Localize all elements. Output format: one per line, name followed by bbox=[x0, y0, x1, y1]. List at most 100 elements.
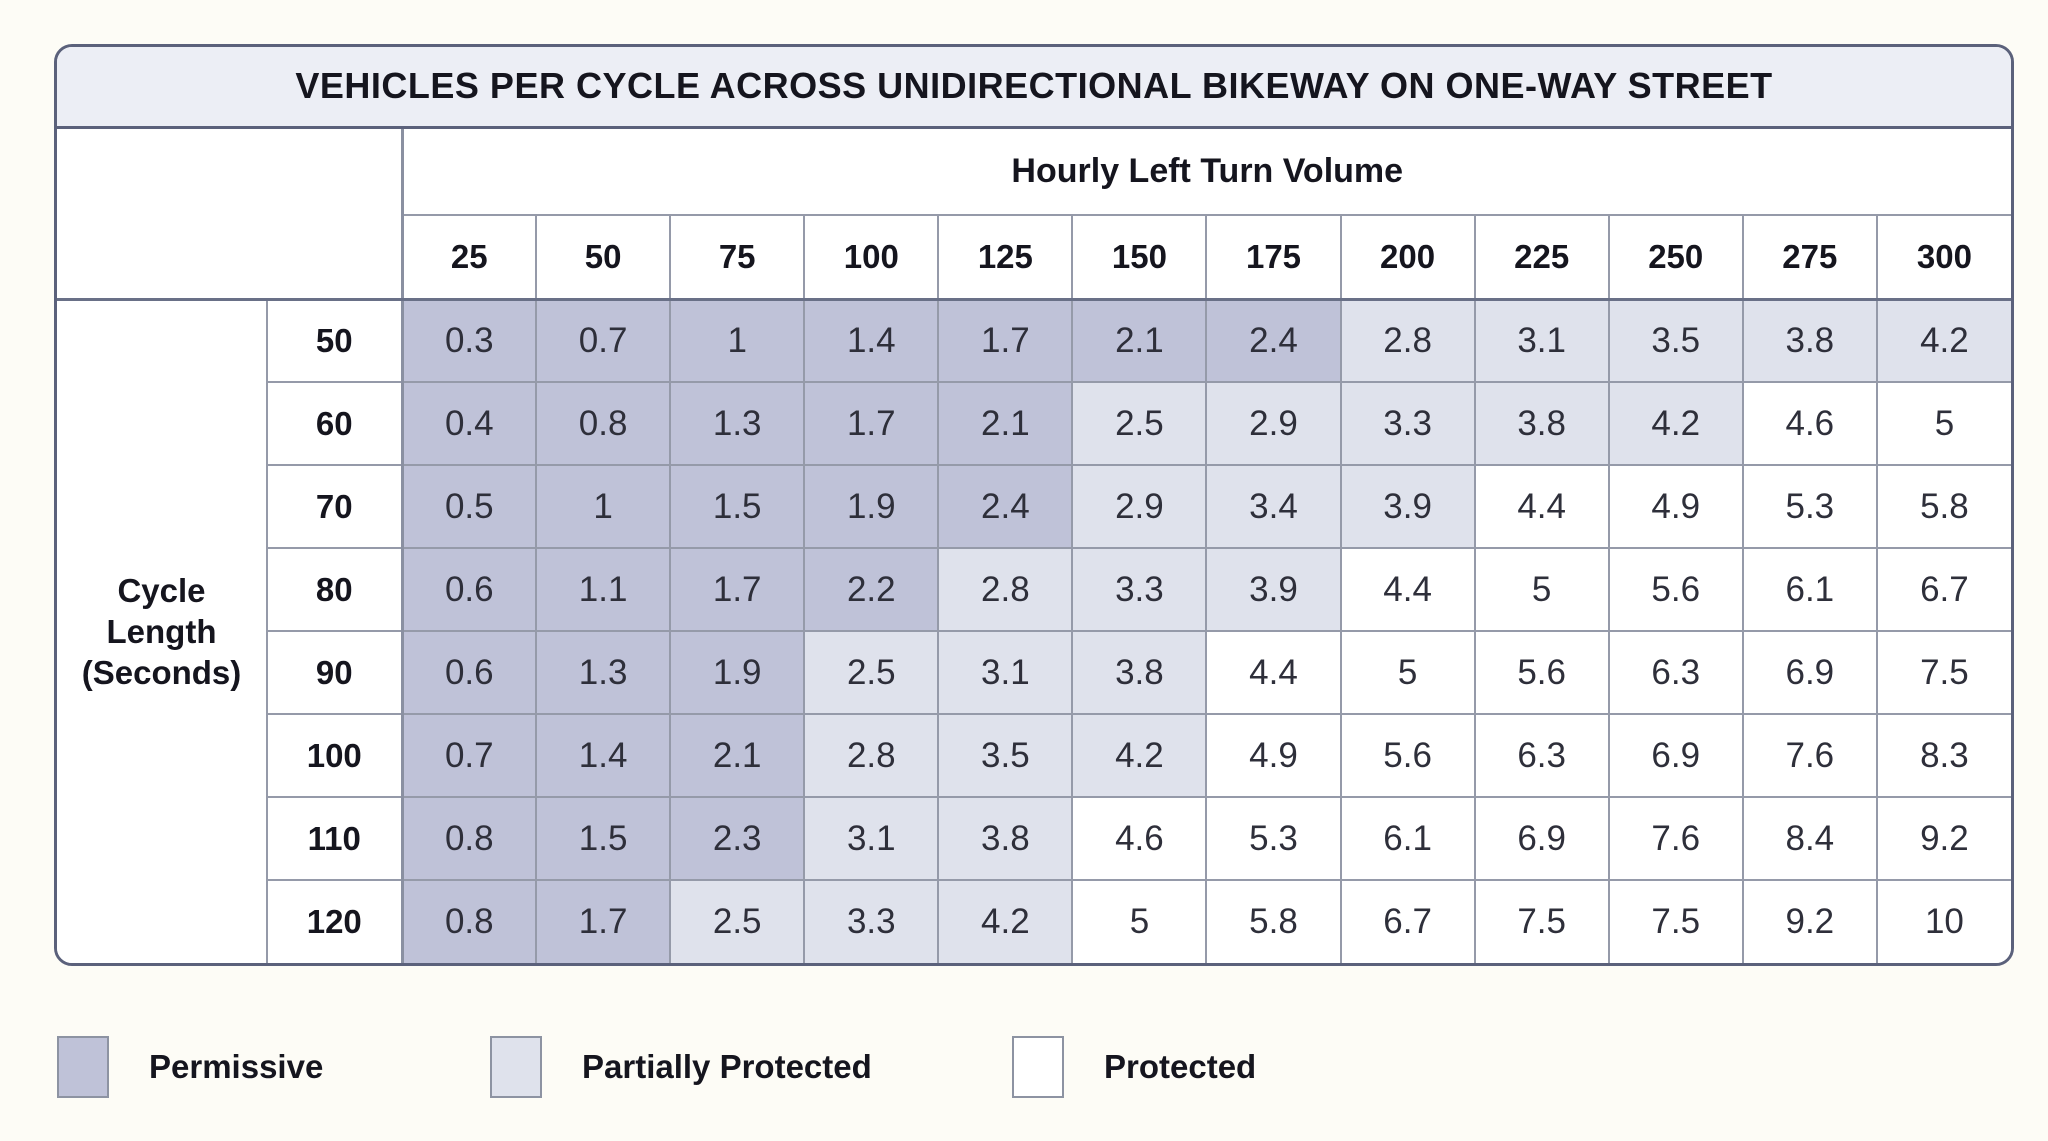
data-cell: 2.4 bbox=[937, 464, 1074, 549]
data-cell: 3.3 bbox=[803, 879, 940, 963]
row-header-80: 80 bbox=[267, 547, 403, 632]
data-cell: 1.4 bbox=[803, 298, 940, 383]
data-cell: 0.7 bbox=[400, 713, 538, 798]
data-cell: 10 bbox=[1875, 879, 2011, 963]
data-cell: 2.5 bbox=[1071, 381, 1208, 466]
data-cell: 7.5 bbox=[1875, 630, 2011, 715]
row-header-120: 120 bbox=[267, 879, 403, 963]
column-header-25: 25 bbox=[402, 214, 538, 301]
data-cell: 6.9 bbox=[1607, 713, 1744, 798]
data-cell: 2.3 bbox=[669, 796, 806, 881]
legend-item-partially-protected: Partially Protected bbox=[490, 1022, 872, 1112]
data-cell: 0.6 bbox=[400, 547, 538, 632]
corner-cell bbox=[57, 127, 404, 301]
data-cell: 1.9 bbox=[803, 464, 940, 549]
data-cell: 4.2 bbox=[1607, 381, 1744, 466]
data-cell: 3.8 bbox=[1473, 381, 1610, 466]
data-table: VEHICLES PER CYCLE ACROSS UNIDIRECTIONAL… bbox=[57, 47, 2011, 963]
data-cell: 2.5 bbox=[669, 879, 806, 963]
data-cell: 1.5 bbox=[669, 464, 806, 549]
data-cell: 3.5 bbox=[1607, 298, 1744, 383]
column-header-225: 225 bbox=[1473, 214, 1610, 301]
table-row: 100 0.7 1.4 2.1 2.8 3.5 4.2 4.9 5.6 6.3 6.9 7.6 8.3 bbox=[57, 713, 2011, 798]
table-row: 120 0.8 1.7 2.5 3.3 4.2 5 5.8 6.7 7.5 7.5 9.2 10 bbox=[57, 879, 2011, 963]
data-cell: 7.5 bbox=[1607, 879, 1744, 963]
data-cell: 2.8 bbox=[1339, 298, 1476, 383]
data-cell: 6.9 bbox=[1741, 630, 1878, 715]
column-header-275: 275 bbox=[1741, 214, 1878, 301]
table-row: 80 0.6 1.1 1.7 2.2 2.8 3.3 3.9 4.4 5 5.6 6.1 6.7 bbox=[57, 547, 2011, 632]
data-cell: 2.1 bbox=[1071, 298, 1208, 383]
data-cell: 5 bbox=[1339, 630, 1476, 715]
legend-item-protected: Protected bbox=[1012, 1022, 1256, 1112]
data-cell: 6.1 bbox=[1339, 796, 1476, 881]
data-cell: 4.9 bbox=[1205, 713, 1342, 798]
row-header-100: 100 bbox=[267, 713, 403, 798]
data-cell: 1.7 bbox=[803, 381, 940, 466]
data-cell: 2.1 bbox=[669, 713, 806, 798]
permissive-swatch bbox=[57, 1036, 109, 1098]
data-cell: 7.6 bbox=[1607, 796, 1744, 881]
column-group-row: Hourly Left Turn Volume bbox=[57, 127, 2011, 301]
data-cell: 6.1 bbox=[1741, 547, 1878, 632]
row-header-50: 50 bbox=[266, 298, 403, 383]
data-cell: 3.1 bbox=[937, 630, 1074, 715]
data-cell: 5.3 bbox=[1205, 796, 1342, 881]
data-cell: 4.2 bbox=[1071, 713, 1208, 798]
data-cell: 4.6 bbox=[1071, 796, 1208, 881]
data-cell: 1.5 bbox=[535, 796, 672, 881]
table-row: 110 0.8 1.5 2.3 3.1 3.8 4.6 5.3 6.1 6.9 7.6 8.4 9.2 bbox=[57, 796, 2011, 881]
data-cell: 0.8 bbox=[400, 796, 538, 881]
data-cell: 3.9 bbox=[1205, 547, 1342, 632]
data-cell: 5.8 bbox=[1205, 879, 1342, 963]
data-cell: 6.7 bbox=[1875, 547, 2011, 632]
data-cell: 9.2 bbox=[1741, 879, 1878, 963]
data-cell: 3.9 bbox=[1339, 464, 1476, 549]
data-cell: 3.3 bbox=[1339, 381, 1476, 466]
column-header-175: 175 bbox=[1205, 214, 1342, 301]
table-row: Cycle Length (Seconds) 50 0.3 0.7 1 1.4 1.7 2.1… bbox=[57, 298, 2011, 963]
data-cell: 5.6 bbox=[1607, 547, 1744, 632]
data-cell: 2.1 bbox=[937, 381, 1074, 466]
data-cell: 2.9 bbox=[1071, 464, 1208, 549]
column-header-150: 150 bbox=[1071, 214, 1208, 301]
table-row: 60 0.4 0.8 1.3 1.7 2.1 2.5 2.9 3.3 3.8 4.2 4.6 5 bbox=[57, 381, 2011, 466]
legend-label: Partially Protected bbox=[582, 1048, 872, 1085]
data-cell: 3.8 bbox=[1071, 630, 1208, 715]
data-cell: 6.9 bbox=[1473, 796, 1610, 881]
data-cell: 2.8 bbox=[937, 547, 1074, 632]
data-cell: 1.4 bbox=[535, 713, 672, 798]
data-cell: 0.7 bbox=[535, 298, 672, 383]
table-body: Cycle Length (Seconds) 50 0.3 0.7 1 1.4 1.7 2.1… bbox=[57, 298, 2011, 963]
data-cell: 2.5 bbox=[803, 630, 940, 715]
column-header-50: 50 bbox=[535, 214, 672, 301]
partially-protected-swatch bbox=[490, 1036, 542, 1098]
data-cell: 1.1 bbox=[535, 547, 672, 632]
data-cell: 3.4 bbox=[1205, 464, 1342, 549]
row-group-label: Cycle Length (Seconds) bbox=[57, 298, 268, 963]
column-header-row: 25 50 75 100 125 150 175 200 225 250 275 300 bbox=[57, 214, 2011, 301]
data-cell: 5.3 bbox=[1741, 464, 1878, 549]
data-cell: 4.4 bbox=[1339, 547, 1476, 632]
data-cell: 4.4 bbox=[1205, 630, 1342, 715]
data-cell: 7.6 bbox=[1741, 713, 1878, 798]
data-cell: 4.9 bbox=[1607, 464, 1744, 549]
data-cell: 2.9 bbox=[1205, 381, 1342, 466]
data-cell: 2.8 bbox=[803, 713, 940, 798]
data-cell: 5.6 bbox=[1473, 630, 1610, 715]
legend-label: Protected bbox=[1104, 1048, 1257, 1085]
data-cell: 9.2 bbox=[1875, 796, 2011, 881]
data-cell: 4.4 bbox=[1473, 464, 1610, 549]
column-header-300: 300 bbox=[1875, 214, 2011, 301]
row-header-90: 90 bbox=[267, 630, 403, 715]
data-cell: 4.2 bbox=[937, 879, 1074, 963]
data-cell: 8.3 bbox=[1875, 713, 2011, 798]
column-header-250: 250 bbox=[1607, 214, 1744, 301]
data-cell: 1.7 bbox=[669, 547, 806, 632]
data-cell: 1 bbox=[535, 464, 672, 549]
legend: Permissive Partially Protected Protected bbox=[0, 1022, 2048, 1112]
column-header-100: 100 bbox=[803, 214, 940, 301]
data-cell: 4.6 bbox=[1741, 381, 1878, 466]
column-header-75: 75 bbox=[669, 214, 806, 301]
data-cell: 8.4 bbox=[1741, 796, 1878, 881]
